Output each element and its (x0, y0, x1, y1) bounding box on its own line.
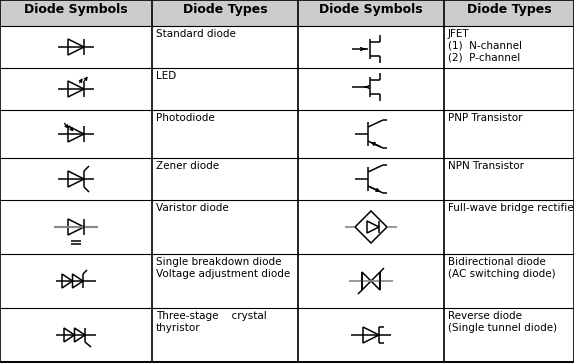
Text: Bidirectional diode
(AC switching diode): Bidirectional diode (AC switching diode) (448, 257, 556, 278)
Text: Reverse diode
(Single tunnel diode): Reverse diode (Single tunnel diode) (448, 311, 557, 333)
Bar (0, 0, 574, 26)
Text: NPN Transistor: NPN Transistor (448, 161, 524, 171)
Text: JFET
(1)  N-channel
(2)  P-channel: JFET (1) N-channel (2) P-channel (448, 29, 522, 62)
Text: Photodiode: Photodiode (156, 113, 215, 123)
Text: Varistor diode: Varistor diode (156, 203, 229, 213)
Text: Single breakdown diode
Voltage adjustment diode: Single breakdown diode Voltage adjustmen… (156, 257, 290, 278)
Text: Diode Types: Diode Types (467, 3, 551, 16)
Text: Diode Types: Diode Types (183, 3, 267, 16)
Text: Full-wave bridge rectifier: Full-wave bridge rectifier (448, 203, 574, 213)
Text: LED: LED (156, 71, 176, 81)
Text: Diode Symbols: Diode Symbols (319, 3, 423, 16)
Text: Zener diode: Zener diode (156, 161, 219, 171)
Text: PNP Transistor: PNP Transistor (448, 113, 522, 123)
Text: Three-stage    crystal
thyristor: Three-stage crystal thyristor (156, 311, 267, 333)
Text: Diode Symbols: Diode Symbols (24, 3, 128, 16)
Text: Standard diode: Standard diode (156, 29, 236, 39)
